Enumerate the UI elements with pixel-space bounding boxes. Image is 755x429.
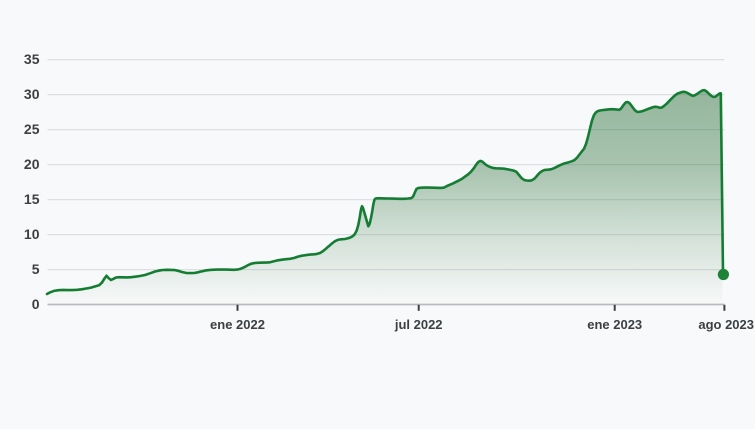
svg-text:5: 5: [32, 261, 40, 277]
svg-text:35: 35: [24, 51, 40, 67]
svg-text:ene 2022: ene 2022: [210, 317, 265, 332]
svg-text:25: 25: [24, 121, 40, 137]
svg-text:jul 2022: jul 2022: [394, 317, 443, 332]
svg-text:30: 30: [24, 86, 40, 102]
svg-text:20: 20: [24, 156, 40, 172]
svg-text:ago 2023: ago 2023: [698, 317, 754, 332]
svg-text:ene 2023: ene 2023: [587, 317, 642, 332]
svg-text:10: 10: [24, 226, 40, 242]
svg-text:15: 15: [24, 191, 40, 207]
svg-text:0: 0: [32, 296, 40, 312]
